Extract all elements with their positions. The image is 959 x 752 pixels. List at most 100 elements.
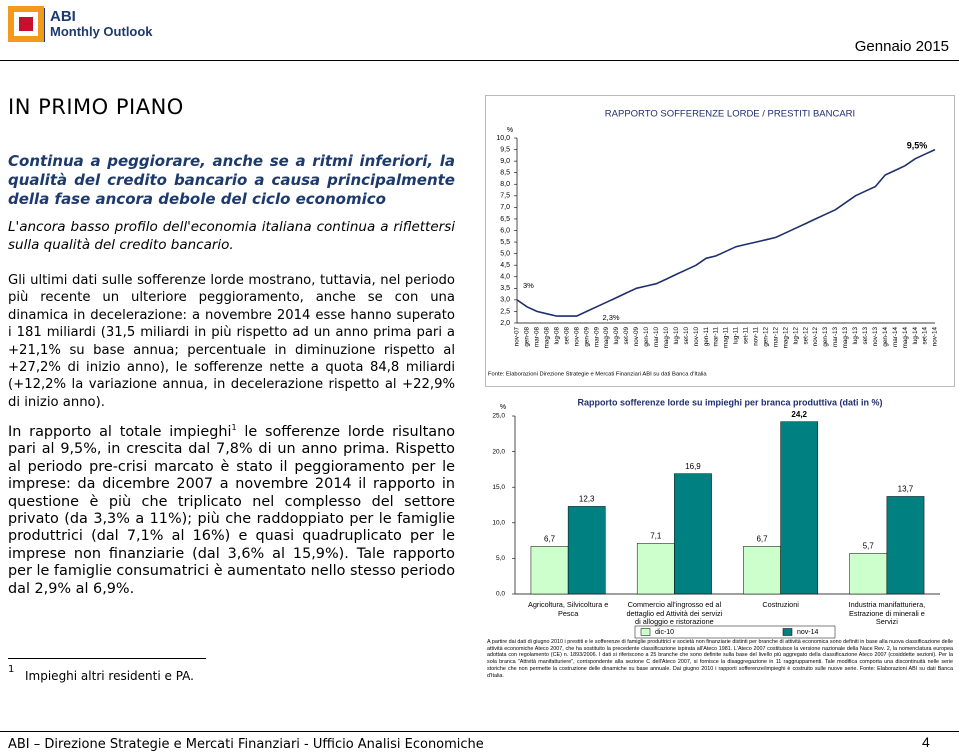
x-tick-label: mag-13 [842, 327, 849, 349]
x-tick-label: mag-10 [663, 327, 670, 349]
footnote-marker: 1 [8, 664, 15, 675]
x-tick-label: set-14 [922, 327, 929, 345]
chart-title: RAPPORTO SOFFERENZE LORDE / PRESTITI BAN… [605, 109, 855, 120]
bar [636, 543, 675, 595]
x-tick-label: lug-12 [792, 327, 799, 345]
y-tick-label: 9,0 [500, 158, 510, 165]
chart-svg: RAPPORTO SOFFERENZE LORDE / PRESTITI BAN… [485, 95, 955, 387]
y-tick-label: 3,0 [500, 297, 510, 304]
value-label: 16,9 [685, 462, 701, 471]
headline: Continua a peggiorare, anche se a ritmi … [8, 152, 455, 208]
y-tick-label: 0,0 [496, 591, 505, 598]
x-tick-label: mar-10 [653, 327, 660, 347]
logo-text: ABI [50, 8, 76, 25]
x-tick-label: set-12 [802, 327, 809, 345]
bar [849, 553, 888, 595]
value-label: 24,2 [791, 410, 807, 419]
header-rule [0, 60, 959, 61]
x-tick-label: mar-12 [772, 327, 779, 347]
legend-label: dic-10 [655, 629, 674, 636]
x-tick-label: nov-08 [573, 327, 580, 347]
x-tick-label: gen-08 [524, 327, 531, 347]
y-tick-label: 20,0 [492, 448, 505, 455]
x-tick-label: set-10 [683, 327, 690, 345]
page-number: 4 [922, 734, 930, 750]
x-tick-label: gen-10 [643, 327, 650, 347]
value-label: 6,7 [756, 534, 768, 543]
x-tick-label: lug-09 [613, 327, 620, 345]
value-label: 13,7 [898, 485, 914, 494]
x-tick-label: Commercio all'ingrosso ed al dettaglio e… [626, 600, 723, 626]
x-tick-label: mag-11 [723, 327, 730, 348]
x-tick-label: mag-09 [603, 327, 610, 349]
value-label: 7,1 [650, 532, 662, 541]
y-tick-label: 6,0 [500, 227, 510, 234]
axis-unit: % [500, 404, 506, 411]
footnote-rule [8, 658, 206, 659]
y-tick-label: 7,0 [500, 204, 510, 211]
x-tick-label: gen-11 [703, 327, 710, 347]
x-tick-label: lug-14 [912, 327, 919, 345]
x-tick-label: set-13 [862, 327, 869, 345]
section-title: IN PRIMO PIANO [8, 95, 184, 119]
annotation: 9,5% [907, 140, 928, 150]
bar [743, 546, 781, 595]
paragraph-text: In rapporto al totale impieghi [8, 424, 232, 440]
y-tick-label: 7,5 [500, 193, 510, 200]
y-tick-label: 25,0 [492, 413, 505, 420]
x-tick-label: nov-11 [753, 327, 760, 346]
legend-swatch [782, 628, 793, 636]
chart-svg: Rapporto sofferenze lorde su impieghi pe… [492, 397, 940, 639]
x-tick-label: nov-07 [514, 327, 521, 347]
source-note: Fonte: Elaborazioni Direzione Strategie … [488, 372, 707, 378]
y-tick-label: 2,0 [500, 320, 510, 327]
x-tick-label: gen-14 [882, 327, 889, 347]
axis-unit: % [507, 127, 513, 134]
y-tick-label: 5,0 [496, 555, 505, 562]
x-tick-label: lug-10 [673, 327, 680, 345]
paragraph: Gli ultimi dati sulle sofferenze lorde m… [8, 273, 455, 410]
bar-chart: Rapporto sofferenze lorde su impieghi pe… [485, 390, 955, 690]
legend-swatch [640, 628, 651, 636]
x-tick-label: nov-10 [693, 327, 700, 347]
x-tick-label: gen-12 [762, 327, 769, 347]
logo-text: Monthly Outlook [50, 24, 153, 39]
bar [530, 546, 569, 595]
x-tick-label: lug-08 [553, 327, 560, 345]
logo-divider [44, 8, 45, 42]
footer-text: ABI – Direzione Strategie e Mercati Fina… [8, 737, 484, 752]
x-tick-label: nov-09 [633, 327, 640, 347]
x-tick-label: nov-13 [872, 327, 879, 347]
x-tick-label: lug-13 [852, 327, 859, 345]
chart-title: Rapporto sofferenze lorde su impieghi pe… [577, 397, 882, 407]
footer-rule [0, 731, 959, 732]
value-label: 5,7 [863, 542, 875, 551]
x-tick-label: Agricoltura, Silvicoltura e Pesca [527, 600, 609, 618]
paragraph: In rapporto al totale impieghi1 le soffe… [8, 424, 455, 598]
x-tick-label: nov-12 [812, 327, 819, 347]
annotation: 2,3% [602, 313, 619, 322]
y-tick-label: 4,0 [500, 274, 510, 281]
annotation: 3% [523, 281, 534, 290]
x-tick-label: lug-11 [733, 327, 740, 345]
x-tick-label: nov-14 [932, 327, 939, 347]
x-tick-label: Costruzioni [762, 600, 799, 609]
chart-frame [485, 95, 955, 387]
bar [886, 496, 925, 595]
x-tick-label: set-09 [623, 327, 630, 345]
y-tick-label: 8,5 [500, 170, 510, 177]
y-tick-label: 9,5 [500, 146, 510, 153]
y-tick-label: 3,5 [500, 285, 510, 292]
x-tick-label: gen-09 [583, 327, 590, 347]
y-tick-label: 10,0 [492, 520, 505, 527]
value-label: 12,3 [579, 495, 595, 504]
x-tick-label: gen-13 [822, 327, 829, 347]
y-tick-label: 15,0 [492, 484, 505, 491]
subheadline: L'ancora basso profilo dell'economia ita… [8, 219, 455, 253]
y-tick-label: 8,0 [500, 181, 510, 188]
x-tick-label: mar-14 [892, 327, 899, 347]
x-tick-label: mar-11 [713, 327, 720, 347]
data-line [516, 148, 936, 317]
logo-icon [8, 6, 44, 42]
